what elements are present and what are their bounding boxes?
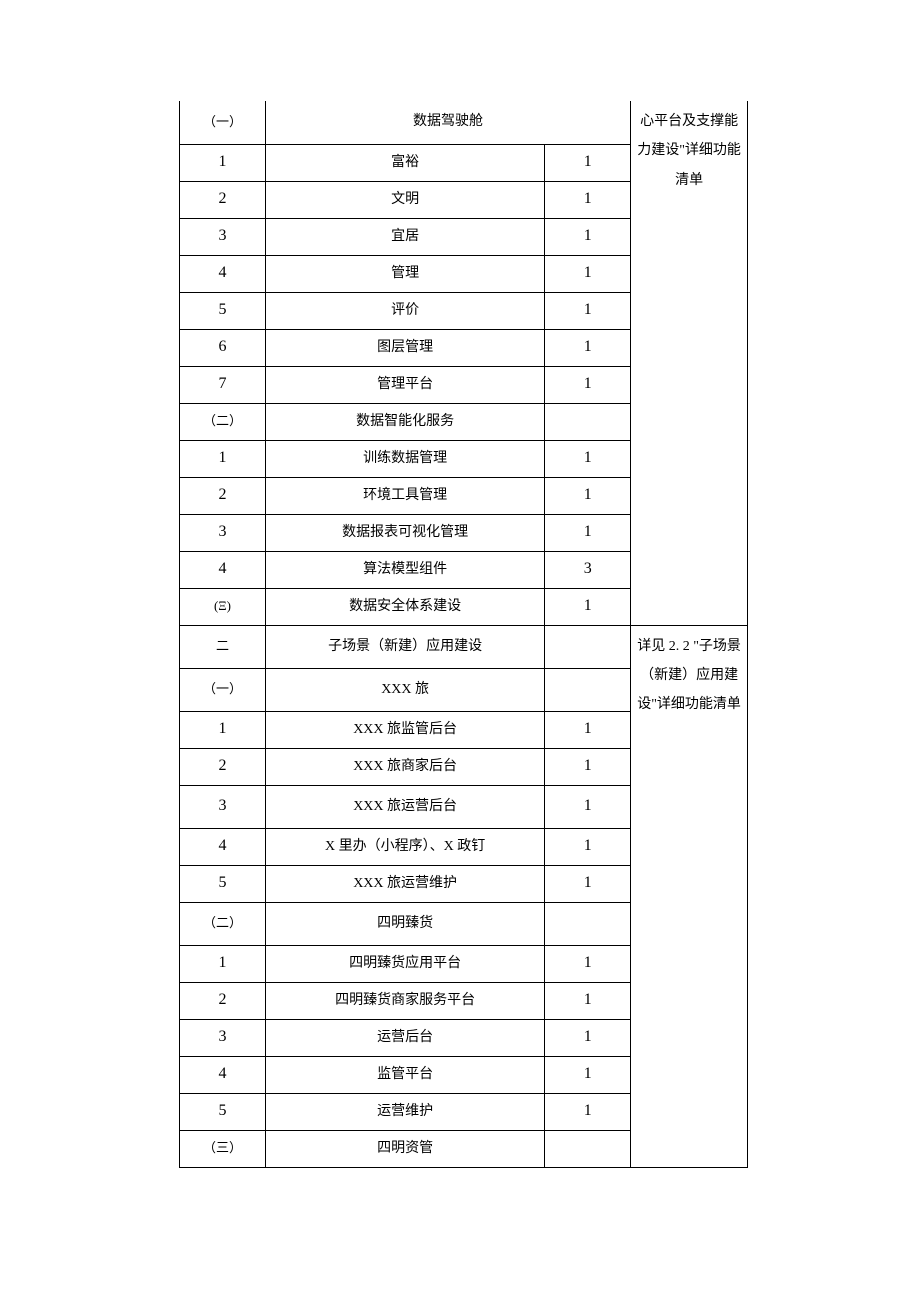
row-index: 2: [180, 748, 266, 785]
row-quantity: 1: [545, 982, 631, 1019]
row-quantity: 1: [545, 748, 631, 785]
row-index: 2: [180, 181, 266, 218]
row-quantity: 1: [545, 366, 631, 403]
row-index: （一）: [180, 101, 266, 144]
row-index: （三）: [180, 1130, 266, 1167]
row-index: （二）: [180, 902, 266, 945]
row-index: （二）: [180, 403, 266, 440]
row-name: 评价: [265, 292, 544, 329]
row-quantity: [545, 902, 631, 945]
row-name: 四明资管: [265, 1130, 544, 1167]
row-name: XXX 旅运营维护: [265, 865, 544, 902]
row-name: 数据安全体系建设: [265, 588, 544, 625]
row-name: 管理: [265, 255, 544, 292]
row-name: 运营后台: [265, 1019, 544, 1056]
row-quantity: [545, 625, 631, 668]
row-index: 1: [180, 144, 266, 181]
row-index: 4: [180, 828, 266, 865]
row-quantity: 1: [545, 440, 631, 477]
row-name: 图层管理: [265, 329, 544, 366]
row-index: 二: [180, 625, 266, 668]
row-quantity: 1: [545, 828, 631, 865]
function-table-wrap: （一）数据驾驶舱心平台及支撑能力建设"详细功能清单1富裕12文明13宜居14管理…: [179, 101, 748, 1168]
row-index: 1: [180, 440, 266, 477]
row-name: 运营维护: [265, 1093, 544, 1130]
row-index: 3: [180, 218, 266, 255]
row-name: 文明: [265, 181, 544, 218]
row-quantity: 1: [545, 477, 631, 514]
row-index: 5: [180, 865, 266, 902]
row-quantity: 1: [545, 785, 631, 828]
row-name: 算法模型组件: [265, 551, 544, 588]
row-quantity: 3: [545, 551, 631, 588]
row-name: 四明臻货商家服务平台: [265, 982, 544, 1019]
row-index: 1: [180, 711, 266, 748]
row-quantity: 1: [545, 514, 631, 551]
row-quantity: [545, 403, 631, 440]
row-quantity: 1: [545, 711, 631, 748]
table-row: 二子场景（新建）应用建设详见 2. 2 "子场景（新建）应用建设"详细功能清单: [180, 625, 748, 668]
row-name: 管理平台: [265, 366, 544, 403]
row-quantity: 1: [545, 329, 631, 366]
row-name: 训练数据管理: [265, 440, 544, 477]
row-index: 4: [180, 255, 266, 292]
row-name: 子场景（新建）应用建设: [265, 625, 544, 668]
row-index: 6: [180, 329, 266, 366]
row-name: 数据驾驶舱: [265, 101, 630, 144]
row-name: 四明臻货应用平台: [265, 945, 544, 982]
row-name: XXX 旅: [265, 668, 544, 711]
row-quantity: [545, 668, 631, 711]
table-body: （一）数据驾驶舱心平台及支撑能力建设"详细功能清单1富裕12文明13宜居14管理…: [180, 101, 748, 1167]
row-index: 2: [180, 982, 266, 1019]
row-name: XXX 旅监管后台: [265, 711, 544, 748]
row-name: 环境工具管理: [265, 477, 544, 514]
row-quantity: 1: [545, 865, 631, 902]
row-quantity: 1: [545, 1093, 631, 1130]
row-quantity: 1: [545, 292, 631, 329]
row-index: 3: [180, 785, 266, 828]
row-quantity: 1: [545, 945, 631, 982]
note-cell: 心平台及支撑能力建设"详细功能清单: [631, 101, 748, 625]
row-index: 5: [180, 292, 266, 329]
row-name: 四明臻货: [265, 902, 544, 945]
row-quantity: 1: [545, 588, 631, 625]
row-index: 1: [180, 945, 266, 982]
function-table: （一）数据驾驶舱心平台及支撑能力建设"详细功能清单1富裕12文明13宜居14管理…: [179, 101, 748, 1168]
row-index: (Ξ): [180, 588, 266, 625]
row-index: 2: [180, 477, 266, 514]
row-quantity: 1: [545, 144, 631, 181]
row-name: XXX 旅商家后台: [265, 748, 544, 785]
row-quantity: 1: [545, 218, 631, 255]
row-quantity: 1: [545, 181, 631, 218]
row-name: 数据报表可视化管理: [265, 514, 544, 551]
row-quantity: 1: [545, 1056, 631, 1093]
note-cell: 详见 2. 2 "子场景（新建）应用建设"详细功能清单: [631, 625, 748, 1167]
row-index: 5: [180, 1093, 266, 1130]
row-index: 3: [180, 1019, 266, 1056]
row-index: 7: [180, 366, 266, 403]
row-quantity: 1: [545, 255, 631, 292]
row-index: （一）: [180, 668, 266, 711]
row-name: 数据智能化服务: [265, 403, 544, 440]
table-row: （一）数据驾驶舱心平台及支撑能力建设"详细功能清单: [180, 101, 748, 144]
row-name: 富裕: [265, 144, 544, 181]
row-quantity: 1: [545, 1019, 631, 1056]
row-name: 监管平台: [265, 1056, 544, 1093]
row-name: 宜居: [265, 218, 544, 255]
row-index: 3: [180, 514, 266, 551]
row-quantity: [545, 1130, 631, 1167]
row-name: XXX 旅运营后台: [265, 785, 544, 828]
row-name: X 里办（小程序）、X 政钉: [265, 828, 544, 865]
row-index: 4: [180, 1056, 266, 1093]
row-index: 4: [180, 551, 266, 588]
